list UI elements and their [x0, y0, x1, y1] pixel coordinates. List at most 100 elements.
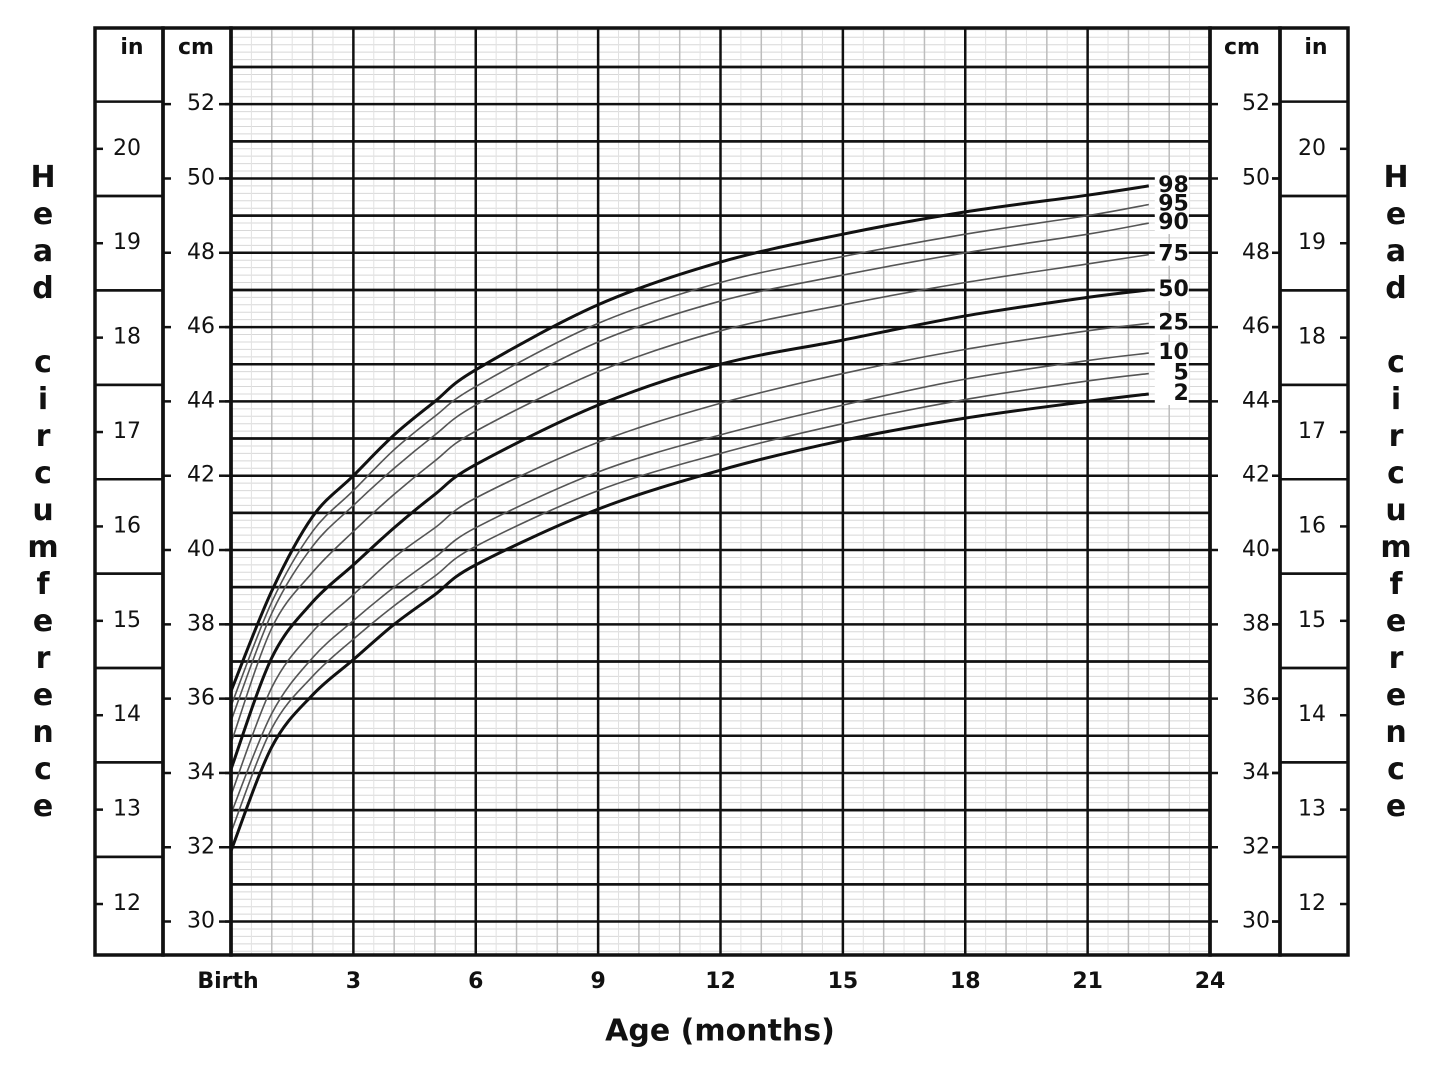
y2-tick-label: 20 — [113, 136, 141, 161]
x-tick-label: 15 — [828, 969, 859, 994]
y-tick-label: 46 — [1242, 314, 1270, 339]
y2-tick-label: 12 — [1298, 891, 1326, 916]
curve-label-bg — [1154, 342, 1189, 365]
x-tick-label: 6 — [468, 969, 483, 994]
y-tick-label: 34 — [187, 760, 215, 785]
curve-label-bg — [1154, 174, 1189, 197]
tick-label-bg — [1218, 537, 1272, 564]
y-tick-label: 44 — [187, 388, 215, 413]
tick-label-bg — [1218, 908, 1272, 935]
curve-label: 90 — [1158, 210, 1189, 235]
percentile-curve — [230, 352, 1149, 815]
y-tick-label: 38 — [187, 611, 215, 636]
tick-label-bg — [171, 314, 225, 341]
tick-label-bg — [171, 537, 225, 564]
curve-label-bg — [1154, 212, 1189, 235]
y2-tick-label: 17 — [113, 419, 141, 444]
y-unit: cm — [178, 35, 214, 60]
percentile-curve — [229, 392, 1149, 852]
tick-label-bg — [1218, 314, 1272, 341]
tick-label-bg — [171, 834, 225, 861]
percentile-curve — [230, 322, 1149, 796]
tick-label-bg — [1218, 834, 1272, 861]
y-axis-label: Head circumference — [26, 160, 61, 826]
y-tick-label: 48 — [187, 240, 215, 265]
tick-label-bg — [1218, 165, 1272, 192]
curve-label-bg — [1154, 278, 1189, 301]
curve-label: 25 — [1158, 310, 1189, 335]
y-tick-label: 48 — [1242, 240, 1270, 265]
x-tick-label: Birth — [197, 969, 258, 994]
y-unit: cm — [1224, 35, 1260, 60]
y2-tick-label: 20 — [1298, 136, 1326, 161]
tick-label-bg — [171, 462, 225, 489]
x-tick-label: 12 — [705, 969, 736, 994]
tick-label-bg — [171, 388, 225, 415]
y2-tick-label: 19 — [1298, 230, 1326, 255]
y-tick-label: 44 — [1242, 388, 1270, 413]
y-tick-label: 40 — [1242, 537, 1270, 562]
y2-tick-label: 19 — [113, 230, 141, 255]
y-tick-label: 46 — [187, 314, 215, 339]
y2-tick-label: 14 — [113, 702, 141, 727]
y-tick-label: 30 — [1242, 909, 1270, 934]
y-tick-label: 36 — [1242, 686, 1270, 711]
tick-label-bg — [171, 759, 225, 786]
y-tick-label: 40 — [187, 537, 215, 562]
percentile-curve — [229, 184, 1150, 692]
curve-label: 2 — [1174, 381, 1189, 406]
x-axis-label: Age (months) — [605, 1014, 835, 1049]
x-tick-label: 18 — [950, 969, 981, 994]
y2-tick-label: 15 — [1298, 608, 1326, 633]
curve-label: 10 — [1158, 340, 1189, 365]
y-tick-label: 32 — [1242, 834, 1270, 859]
y2-tick-label: 13 — [1298, 797, 1326, 822]
y-axis-label: Head circumference — [1379, 160, 1414, 826]
curve-label: 50 — [1158, 277, 1189, 302]
y2-tick-label: 15 — [113, 608, 141, 633]
y2-tick-label: 17 — [1298, 419, 1326, 444]
plot-frame — [229, 26, 1212, 957]
y-tick-label: 34 — [1242, 760, 1270, 785]
x-tick-label: 3 — [346, 969, 361, 994]
y2-unit: in — [120, 35, 143, 60]
curve-label-bg — [1154, 312, 1189, 335]
y2-tick-label: 18 — [1298, 325, 1326, 350]
curve-label: 5 — [1174, 361, 1189, 386]
x-tick-label: 24 — [1195, 969, 1226, 994]
y-tick-label: 52 — [1242, 91, 1270, 116]
y-tick-label: 38 — [1242, 611, 1270, 636]
y-tick-label: 52 — [187, 91, 215, 116]
tick-label-bg — [171, 165, 225, 192]
curve-label-bg — [1154, 382, 1189, 405]
percentile-curve — [230, 253, 1149, 744]
percentile-curve — [230, 222, 1149, 722]
tick-label-bg — [171, 685, 225, 712]
tick-label-bg — [1218, 611, 1272, 638]
tick-label-bg — [1218, 239, 1272, 266]
curve-label: 75 — [1158, 242, 1189, 267]
y-tick-label: 50 — [187, 165, 215, 190]
tick-label-bg — [1218, 388, 1272, 415]
tick-label-bg — [171, 239, 225, 266]
x-tick-label: 21 — [1072, 969, 1103, 994]
percentile-curve — [229, 288, 1149, 770]
y2-tick-label: 14 — [1298, 702, 1326, 727]
y-tick-label: 32 — [187, 834, 215, 859]
y2-tick-label: 16 — [1298, 513, 1326, 538]
percentile-curve — [230, 203, 1149, 707]
tick-label-bg — [1218, 759, 1272, 786]
y-tick-label: 42 — [187, 463, 215, 488]
tick-label-bg — [171, 611, 225, 638]
tick-label-bg — [1218, 685, 1272, 712]
panel-frame — [1278, 26, 1350, 957]
curve-label-bg — [1154, 243, 1189, 266]
y-tick-label: 30 — [187, 909, 215, 934]
tick-label-bg — [1218, 91, 1272, 118]
y2-tick-label: 18 — [113, 325, 141, 350]
tick-label-bg — [171, 91, 225, 118]
tick-label-bg — [1218, 462, 1272, 489]
